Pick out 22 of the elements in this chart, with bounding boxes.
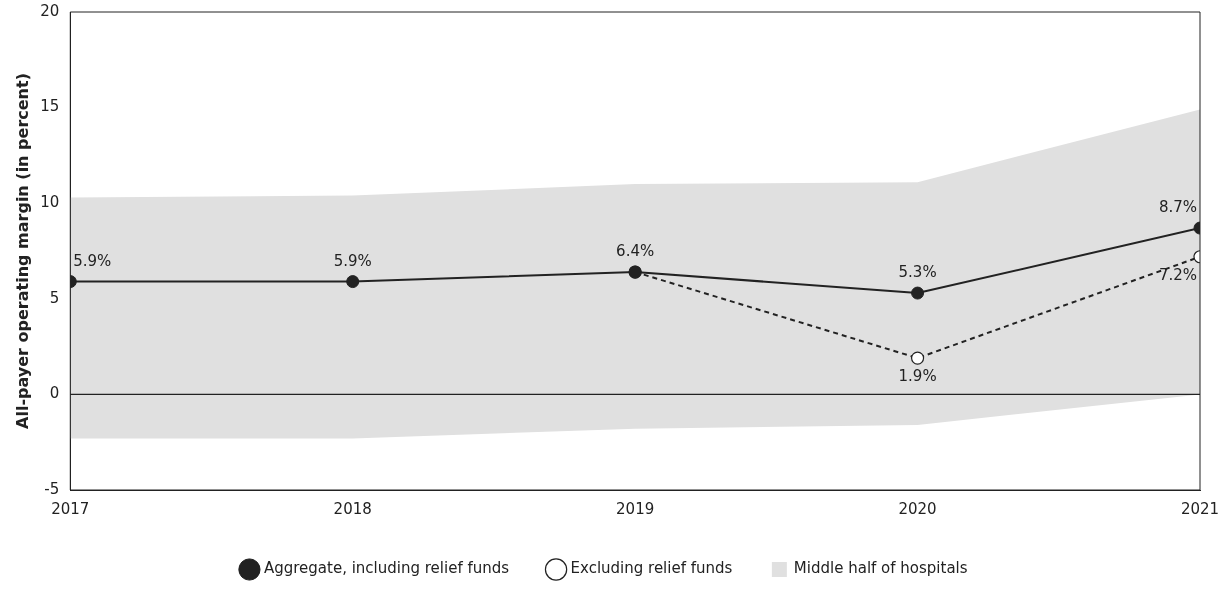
data-label: 5.9% (333, 251, 372, 270)
y-tick-label: 15 (40, 97, 60, 116)
y-tick-label: 5 (49, 288, 60, 307)
data-label: 5.3% (898, 263, 937, 282)
y-tick-label: 20 (40, 1, 60, 20)
y-tick-label: 0 (49, 384, 60, 403)
legend-label: Excluding relief funds (570, 559, 733, 578)
data-label: 5.9% (73, 251, 112, 270)
data-label: 1.9% (898, 367, 937, 386)
legend-label: Middle half of hospitals (793, 559, 968, 578)
data-label: 7.2% (1158, 266, 1198, 285)
y-tick-label: -5 (44, 479, 60, 498)
x-tick-label: 2017 (51, 499, 90, 518)
data-label: 6.4% (616, 242, 655, 261)
x-tick-label: 2021 (1180, 499, 1220, 518)
x-tick-label: 2020 (898, 499, 937, 518)
x-tick-label: 2019 (616, 499, 655, 518)
y-tick-label: 10 (40, 193, 60, 212)
data-label: 8.7% (1158, 198, 1198, 217)
x-tick-label: 2018 (333, 499, 372, 518)
legend-label: Aggregate, including relief funds (263, 559, 510, 578)
y-axis-title: All-payer operating margin (in percent) (12, 73, 32, 429)
